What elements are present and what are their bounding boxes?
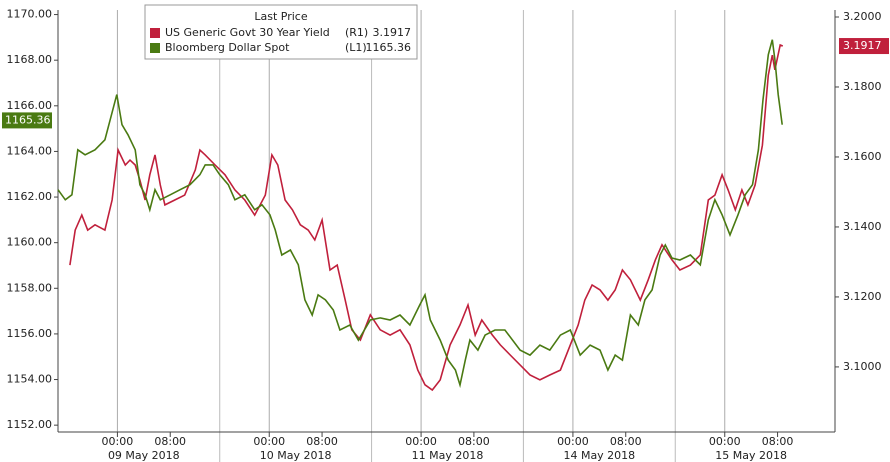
day-label: 09 May 2018 xyxy=(108,449,180,462)
y-tick-label: 1170.00 xyxy=(7,8,53,21)
y-tick-label: 1156.00 xyxy=(7,327,53,340)
series-line xyxy=(69,43,784,392)
last-value-tag-label: 3.1917 xyxy=(843,39,882,52)
y-tick-label: 1152.00 xyxy=(7,418,53,431)
x-tick-label: 00:00 xyxy=(102,435,134,448)
y2-tick-label: 3.1600 xyxy=(843,150,882,163)
x-tick-label: 00:00 xyxy=(557,435,589,448)
x-tick-label: 08:00 xyxy=(458,435,490,448)
legend-label: Bloomberg Dollar Spot xyxy=(165,41,290,54)
y2-tick-label: 3.1800 xyxy=(843,80,882,93)
y2-tick-label: 3.2000 xyxy=(843,10,882,23)
y2-tick-label: 3.1000 xyxy=(843,360,882,373)
day-label: 11 May 2018 xyxy=(412,449,484,462)
last-value-tag-label: 1165.36 xyxy=(5,113,51,126)
x-tick-label: 00:00 xyxy=(405,435,437,448)
day-label: 10 May 2018 xyxy=(260,449,332,462)
legend-swatch xyxy=(150,43,160,53)
series-line xyxy=(57,39,783,389)
legend-swatch xyxy=(150,28,160,38)
x-tick-label: 00:00 xyxy=(253,435,285,448)
day-label: 14 May 2018 xyxy=(563,449,635,462)
day-label: 15 May 2018 xyxy=(715,449,787,462)
legend-axis: (L1) xyxy=(345,41,367,54)
legend-value: 1165.36 xyxy=(366,41,412,54)
legend-value: 3.1917 xyxy=(373,26,412,39)
legend-axis: (R1) xyxy=(345,26,368,39)
y2-tick-label: 3.1200 xyxy=(843,290,882,303)
x-tick-label: 08:00 xyxy=(762,435,794,448)
last-value-tag xyxy=(2,112,52,129)
legend-title: Last Price xyxy=(254,10,307,23)
x-tick-label: 08:00 xyxy=(610,435,642,448)
y-tick-label: 1166.00 xyxy=(7,99,53,112)
y2-tick-label: 3.1400 xyxy=(843,220,882,233)
legend-label: US Generic Govt 30 Year Yield xyxy=(165,26,330,39)
last-value-tag xyxy=(839,38,889,55)
x-tick-label: 08:00 xyxy=(154,435,186,448)
y-tick-label: 1158.00 xyxy=(7,281,53,294)
y-tick-label: 1162.00 xyxy=(7,190,53,203)
legend-box xyxy=(144,4,418,60)
x-tick-label: 00:00 xyxy=(709,435,741,448)
x-tick-label: 08:00 xyxy=(306,435,338,448)
y-tick-label: 1154.00 xyxy=(7,373,53,386)
y-tick-label: 1164.00 xyxy=(7,144,53,157)
y-tick-label: 1168.00 xyxy=(7,53,53,66)
y-tick-label: 1160.00 xyxy=(7,236,53,249)
